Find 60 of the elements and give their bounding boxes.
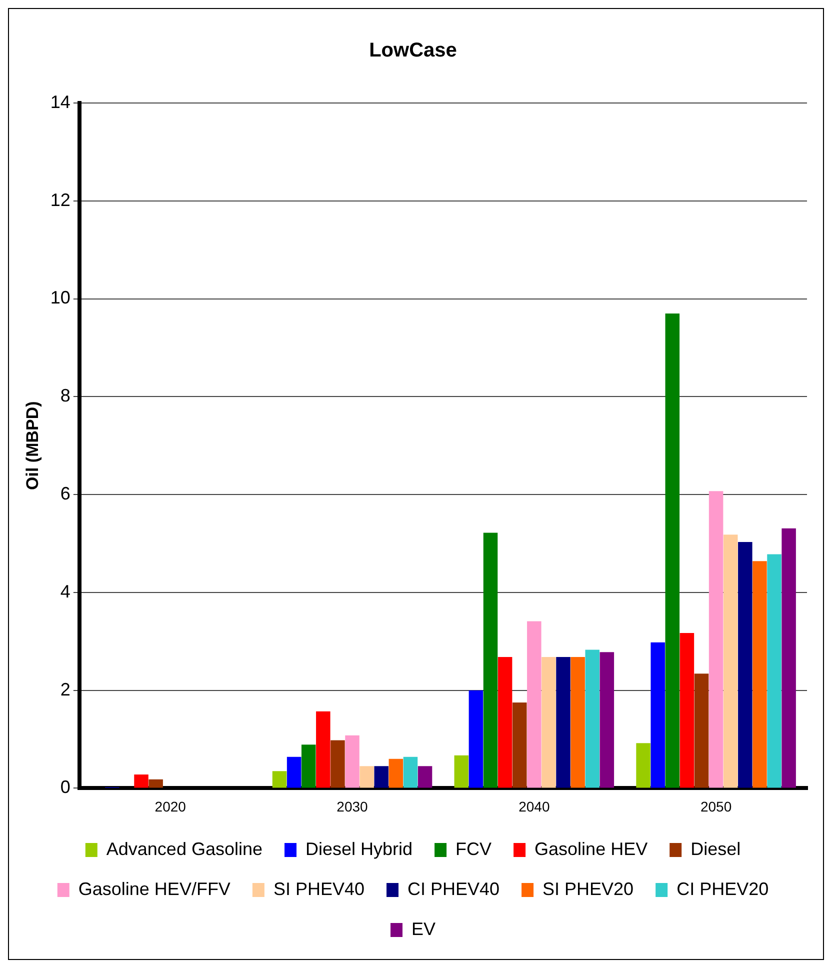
bar — [286, 756, 302, 788]
y-tick-label: 14 — [50, 92, 70, 112]
bar — [680, 633, 694, 788]
x-tick-label: 2020 — [154, 798, 186, 814]
bar — [512, 702, 527, 788]
y-tick-label: 8 — [60, 386, 70, 406]
legend-label: Diesel — [690, 838, 741, 859]
x-tick-label: 2050 — [700, 798, 732, 814]
y-tick-label: 0 — [60, 777, 70, 798]
bar — [374, 766, 388, 788]
bar — [418, 766, 432, 788]
bar — [498, 657, 512, 788]
bar — [454, 755, 469, 788]
bar — [316, 711, 330, 788]
bar — [527, 621, 542, 788]
bar — [738, 542, 752, 788]
bar — [468, 690, 484, 788]
bar — [134, 774, 148, 788]
bar — [708, 491, 724, 788]
y-tick-label: 12 — [50, 190, 70, 210]
y-tick-label: 2 — [60, 679, 70, 700]
legend-label: CI PHEV20 — [676, 878, 769, 899]
bar — [723, 534, 738, 788]
legend-label: FCV — [456, 838, 492, 859]
bar — [752, 561, 767, 788]
bar — [272, 771, 287, 788]
bar — [636, 743, 650, 788]
x-tick-label: 2040 — [518, 798, 550, 814]
bar — [330, 740, 345, 788]
bar — [665, 313, 680, 788]
y-tick-label: 6 — [60, 484, 70, 504]
bar — [148, 779, 163, 788]
y-axis-title: Oil (MBPD) — [22, 401, 42, 490]
legend-label: Gasoline HEV — [534, 838, 648, 859]
bar — [403, 756, 418, 788]
y-tick-label: 4 — [60, 581, 70, 602]
bar — [585, 650, 600, 788]
legend-label: SI PHEV20 — [542, 878, 634, 899]
bar — [782, 528, 796, 788]
legend-label: Advanced Gasoline — [106, 838, 263, 859]
bar — [650, 642, 665, 788]
legend-label: EV — [411, 918, 436, 939]
bar — [767, 554, 782, 788]
bar — [600, 652, 614, 788]
bar — [556, 657, 570, 788]
bar — [483, 532, 498, 788]
bar — [360, 766, 374, 788]
bar — [694, 674, 709, 788]
bar — [542, 657, 556, 788]
legend-label: CI PHEV40 — [407, 878, 500, 899]
bar — [570, 657, 585, 788]
bar — [301, 744, 316, 788]
chart-title: LowCase — [369, 40, 457, 62]
bar — [345, 735, 360, 788]
legend-label: SI PHEV40 — [273, 878, 364, 899]
y-tick-label: 10 — [50, 288, 70, 308]
legend-label: Diesel Hybrid — [306, 838, 413, 859]
bar — [388, 758, 404, 788]
x-tick-label: 2030 — [336, 798, 368, 814]
legend-label: Gasoline HEV/FFV — [78, 878, 230, 899]
